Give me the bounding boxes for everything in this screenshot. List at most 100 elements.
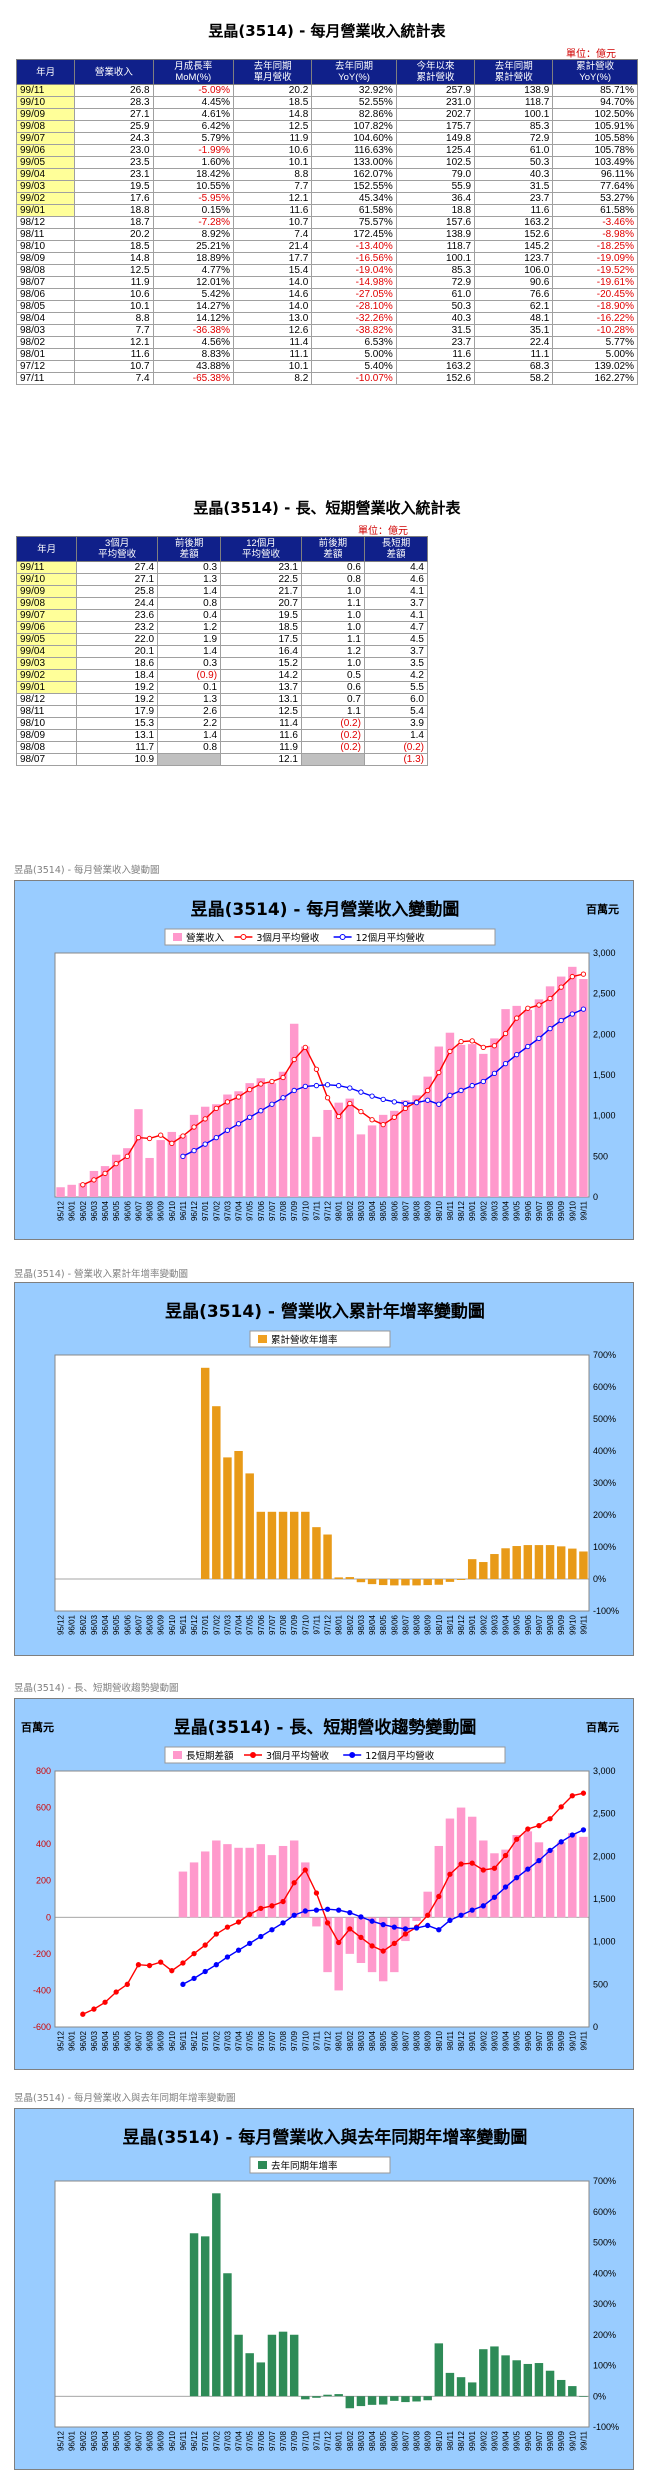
table-cell: 7.7	[74, 324, 154, 337]
legend-label: 3個月平均營收	[266, 1750, 330, 1762]
avg3-point	[324, 1920, 331, 1926]
column-header-line: 年月	[37, 543, 57, 555]
legend-label: 12個月平均營收	[356, 932, 426, 944]
table-cell: 2.2	[157, 717, 222, 730]
x-tick-label: 98/10	[435, 2030, 444, 2051]
x-tick-label: 98/06	[390, 1614, 399, 1635]
x-tick-label: 97/03	[223, 1200, 232, 1221]
column-header: 月成長率 MoM(%)	[152, 59, 235, 85]
avg3-point	[447, 1048, 453, 1055]
x-tick-label: 99/03	[490, 2430, 499, 2451]
avg3-point	[169, 1140, 175, 1146]
table-row: 98/10 18.5 25.21% 21.4 -13.40% 118.7 145.2 -18.…	[15, 240, 638, 253]
table-cell: 17.7	[233, 252, 313, 265]
bar	[479, 1053, 488, 1197]
avg12-point	[525, 1043, 531, 1050]
table-cell: 13.1	[220, 693, 302, 706]
table-cell: 4.7	[363, 621, 429, 634]
avg3-point	[169, 1968, 175, 1974]
table-cell: -28.10%	[311, 300, 397, 313]
x-tick-label: 98/08	[413, 1614, 422, 1635]
table-cell: 26.8	[74, 84, 154, 97]
table-cell: 0.6	[300, 681, 365, 694]
table-cell: 12.1	[74, 336, 154, 349]
table-cell: 4.4	[363, 561, 429, 574]
avg3-point	[313, 1890, 320, 1896]
avg3-point	[258, 1081, 264, 1087]
row-month: 98/08	[15, 741, 78, 754]
x-tick-label: 97/09	[290, 1614, 299, 1635]
x-tick-label: 99/05	[513, 1614, 522, 1635]
avg3-point	[491, 1865, 498, 1871]
table-cell: 72.9	[395, 276, 476, 289]
y-tick-label-right: 300%	[593, 1478, 616, 1488]
bar	[501, 1009, 510, 1197]
x-tick-label: 99/09	[557, 2030, 566, 2051]
table-row: 98/02 12.1 4.56% 11.4 6.53% 23.7 22.4 5.77%	[15, 336, 638, 349]
legend-box	[164, 928, 496, 946]
bar	[467, 1044, 477, 1197]
x-tick-label: 97/10	[301, 1614, 310, 1635]
avg12-point	[258, 1108, 264, 1114]
x-tick-label: 96/02	[79, 2430, 88, 2451]
table-cell: 36.4	[395, 192, 476, 205]
avg12-point	[413, 1925, 420, 1931]
monthly-yoy-chart: 昱晶(3514) - 每月營業收入與去年同期年增率變動圖 去年同期年增率 -100%…	[14, 2108, 634, 2470]
column-header: 年月	[15, 536, 78, 562]
table-cell: -5.09%	[152, 84, 235, 97]
bar	[301, 2396, 310, 2400]
avg3-point	[480, 1867, 486, 1873]
x-tick-label: 98/06	[390, 2430, 399, 2451]
table-cell: 11.9	[233, 132, 313, 145]
x-tick-label: 98/05	[379, 1200, 388, 1221]
x-tick-label: 98/01	[335, 2430, 344, 2451]
avg12-point	[402, 1100, 409, 1107]
x-tick-label: 96/11	[179, 1614, 188, 1634]
x-tick-label: 99/09	[557, 1200, 566, 1221]
y-tick-label: -600	[33, 2022, 51, 2032]
avg3-point	[336, 1113, 342, 1120]
row-month: 97/12	[15, 360, 76, 373]
avg12-point	[235, 1947, 242, 1953]
x-tick-label: 99/02	[479, 1614, 488, 1635]
avg3-point	[436, 1893, 442, 1900]
bar	[267, 1855, 277, 1918]
bar	[412, 2396, 421, 2402]
x-tick-label: 96/11	[179, 2430, 188, 2450]
table-cell: 1.0	[300, 621, 365, 634]
y-tick-label-right: 0%	[593, 1574, 606, 1584]
table-cell: 20.7	[220, 597, 302, 610]
table-cell: 14.0	[233, 276, 313, 289]
x-tick-label: 99/07	[535, 2030, 544, 2051]
x-tick-label: 99/04	[502, 2030, 511, 2051]
avg12-point	[447, 1917, 453, 1923]
table-cell: 3.7	[363, 645, 429, 658]
x-tick-label: 96/07	[134, 1200, 143, 1221]
table-cell: -7.28%	[152, 216, 235, 229]
table-cell: 5.42%	[152, 288, 235, 301]
plot-area	[54, 1770, 590, 2028]
table-cell: 102.50%	[552, 108, 638, 121]
avg3-point	[324, 1095, 331, 1101]
table-cell: 23.1	[74, 168, 154, 181]
bar	[501, 1849, 510, 1918]
x-tick-label: 99/07	[535, 1200, 544, 1221]
x-tick-label: 99/08	[546, 1200, 555, 1221]
x-tick-label: 96/05	[112, 2430, 121, 2451]
legend-label: 累計營收年增率	[271, 1334, 338, 1346]
chart-legend: 營業收入 3個月平均營收 12個月平均營收	[164, 928, 496, 946]
bar	[545, 986, 555, 1197]
bar	[378, 2396, 388, 2405]
table-cell: 157.6	[395, 216, 476, 229]
x-tick-label: 98/06	[390, 1200, 399, 1221]
x-tick-label: 96/06	[123, 1614, 132, 1635]
bar	[334, 1102, 343, 1197]
table-cell: 19.5	[220, 609, 302, 622]
bar	[490, 2346, 499, 2397]
legend-marker	[240, 934, 247, 940]
avg12-point	[569, 1832, 575, 1838]
x-tick-label: 99/03	[490, 2030, 499, 2051]
bar	[234, 1091, 243, 1197]
x-tick-label: 99/02	[479, 2430, 488, 2451]
